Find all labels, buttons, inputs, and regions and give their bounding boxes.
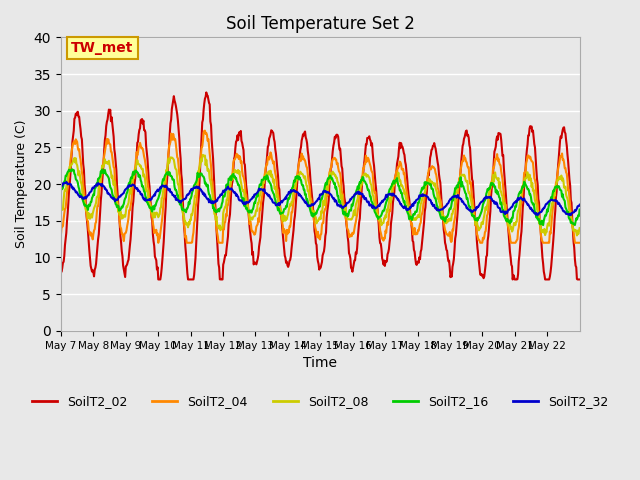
- SoilT2_16: [576, 206, 584, 212]
- SoilT2_08: [57, 207, 65, 213]
- SoilT2_08: [403, 201, 411, 206]
- SoilT2_32: [214, 195, 221, 201]
- SoilT2_04: [404, 197, 412, 203]
- SoilT2_04: [576, 240, 584, 246]
- SoilT2_32: [239, 201, 247, 207]
- SoilT2_04: [241, 177, 248, 182]
- SoilT2_32: [576, 202, 584, 208]
- X-axis label: Time: Time: [303, 356, 337, 370]
- SoilT2_02: [57, 268, 65, 274]
- SoilT2_02: [576, 276, 584, 282]
- SoilT2_08: [259, 180, 267, 185]
- Line: SoilT2_16: SoilT2_16: [61, 169, 580, 225]
- SoilT2_32: [63, 179, 70, 185]
- SoilT2_32: [567, 212, 575, 218]
- SoilT2_02: [154, 276, 162, 282]
- Text: TW_met: TW_met: [71, 41, 134, 55]
- SoilT2_32: [259, 188, 267, 193]
- SoilT2_08: [239, 187, 247, 193]
- SoilT2_16: [57, 189, 65, 194]
- SoilT2_08: [214, 223, 221, 228]
- SoilT2_16: [239, 195, 247, 201]
- SoilT2_08: [573, 232, 580, 238]
- SoilT2_08: [199, 152, 207, 158]
- SoilT2_32: [118, 191, 126, 197]
- Line: SoilT2_04: SoilT2_04: [61, 131, 580, 243]
- SoilT2_04: [154, 240, 162, 246]
- SoilT2_02: [241, 160, 248, 166]
- SoilT2_04: [118, 231, 125, 237]
- Title: Soil Temperature Set 2: Soil Temperature Set 2: [226, 15, 415, 33]
- SoilT2_08: [576, 225, 584, 231]
- SoilT2_04: [57, 232, 65, 238]
- SoilT2_02: [202, 90, 210, 96]
- SoilT2_32: [403, 206, 411, 212]
- SoilT2_16: [403, 209, 411, 215]
- SoilT2_16: [540, 222, 547, 228]
- Line: SoilT2_02: SoilT2_02: [61, 93, 580, 279]
- SoilT2_16: [214, 207, 221, 213]
- SoilT2_16: [259, 177, 267, 183]
- SoilT2_16: [118, 204, 126, 210]
- SoilT2_16: [68, 167, 76, 172]
- SoilT2_02: [404, 185, 412, 191]
- SoilT2_16: [374, 216, 382, 222]
- SoilT2_02: [214, 261, 222, 267]
- Legend: SoilT2_02, SoilT2_04, SoilT2_08, SoilT2_16, SoilT2_32: SoilT2_02, SoilT2_04, SoilT2_08, SoilT2_…: [27, 390, 614, 413]
- Y-axis label: Soil Temperature (C): Soil Temperature (C): [15, 120, 28, 248]
- SoilT2_02: [118, 248, 125, 254]
- Line: SoilT2_32: SoilT2_32: [61, 182, 580, 215]
- SoilT2_02: [375, 222, 383, 228]
- SoilT2_08: [118, 216, 125, 221]
- SoilT2_08: [374, 212, 382, 217]
- SoilT2_04: [260, 179, 268, 185]
- SoilT2_32: [57, 184, 65, 190]
- SoilT2_04: [375, 218, 383, 224]
- SoilT2_02: [260, 194, 268, 200]
- SoilT2_04: [214, 240, 222, 245]
- Line: SoilT2_08: SoilT2_08: [61, 155, 580, 235]
- SoilT2_32: [374, 203, 382, 208]
- SoilT2_04: [201, 128, 209, 133]
